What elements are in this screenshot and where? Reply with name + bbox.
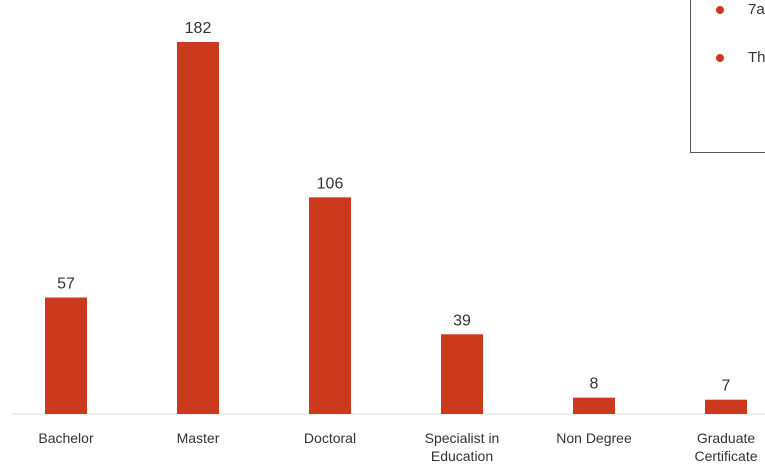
bar-graduate-certificate: [705, 399, 747, 414]
bar-specialist-in-education: [441, 334, 483, 414]
x-tick-label: Doctoral: [304, 430, 356, 446]
bar-doctoral: [309, 197, 351, 414]
data-label: 39: [453, 312, 471, 329]
note-item: 7a st: [716, 0, 765, 21]
data-label: 106: [317, 175, 344, 192]
x-tick-label: Bachelor: [38, 430, 94, 446]
bullet-dot-icon: [716, 6, 724, 14]
data-label: 7: [722, 378, 731, 395]
notes-panel: 7a st Th ap: [690, 0, 765, 153]
note-item: Th ap: [716, 47, 765, 69]
data-label: 57: [57, 275, 75, 292]
bar-non-degree: [573, 397, 615, 414]
bar-bachelor: [45, 297, 87, 414]
data-label: 8: [590, 376, 599, 393]
x-tick-label: Non Degree: [556, 430, 632, 446]
data-label: 182: [185, 20, 212, 37]
x-tick-label: Graduate Certificate: [694, 430, 757, 464]
bullet-dot-icon: [716, 54, 724, 62]
x-tick-label: Master: [177, 430, 220, 446]
bar-master: [177, 42, 219, 414]
note-text: Th ap: [748, 49, 765, 66]
x-tick-label: Specialist in Education: [425, 430, 500, 464]
bars-group: 57 Bachelor 182 Master 106 Doctoral 39 Speciali…: [38, 20, 757, 464]
note-text: 7a st: [748, 1, 765, 18]
